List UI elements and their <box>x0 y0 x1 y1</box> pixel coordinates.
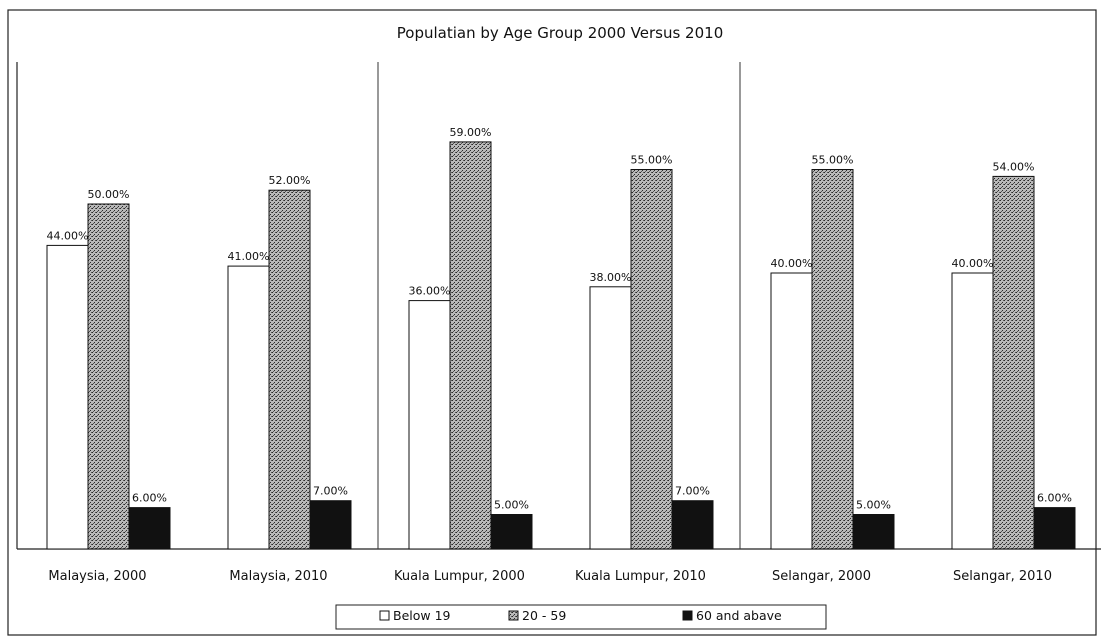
bar-20-59-kuala-lumpur-2000 <box>449 141 492 550</box>
data-label-below-19-kuala-lumpur-2010: 38.00% <box>590 271 632 284</box>
bar-20-59-selangar-2000 <box>811 169 854 550</box>
legend-swatch-below-19 <box>379 610 390 621</box>
data-label-60-and-abave-malaysia-2000: 6.00% <box>132 492 167 505</box>
bar-below-19-malaysia-2000 <box>46 244 89 550</box>
bar-20-59-selangar-2010 <box>992 175 1035 550</box>
data-label-60-and-abave-selangar-2000: 5.00% <box>856 499 891 512</box>
bar-below-19-malaysia-2010 <box>227 265 270 550</box>
bar-60-and-abave-selangar-2010 <box>1033 507 1076 550</box>
data-label-below-19-kuala-lumpur-2000: 36.00% <box>409 285 451 298</box>
data-label-below-19-selangar-2000: 40.00% <box>771 257 813 270</box>
category-label-malaysia-2010: Malaysia, 2010 <box>229 569 327 584</box>
bar-60-and-abave-kuala-lumpur-2000 <box>490 514 533 550</box>
legend-swatch-20-59 <box>508 610 519 621</box>
category-label-selangar-2010: Selangar, 2010 <box>953 569 1052 584</box>
data-label-60-and-abave-kuala-lumpur-2010: 7.00% <box>675 485 710 498</box>
data-label-20-59-malaysia-2010: 52.00% <box>269 174 311 187</box>
data-label-60-and-abave-kuala-lumpur-2000: 5.00% <box>494 499 529 512</box>
data-label-60-and-abave-selangar-2010: 6.00% <box>1037 492 1072 505</box>
category-label-malaysia-2000: Malaysia, 2000 <box>48 569 146 584</box>
legend-box <box>335 604 827 630</box>
data-label-60-and-abave-malaysia-2010: 7.00% <box>313 485 348 498</box>
chart-frame <box>7 9 1097 636</box>
bar-20-59-malaysia-2000 <box>87 203 130 550</box>
legend: Below 19 20 - 59 60 and abave <box>335 604 827 630</box>
data-label-below-19-malaysia-2010: 41.00% <box>228 250 270 263</box>
legend-label-60-above: 60 and abave <box>696 608 782 623</box>
data-label-20-59-selangar-2010: 54.00% <box>993 160 1035 173</box>
legend-label-20-59: 20 - 59 <box>522 608 566 623</box>
category-label-kuala-lumpur-2000: Kuala Lumpur, 2000 <box>394 569 525 584</box>
data-label-20-59-selangar-2000: 55.00% <box>812 154 854 167</box>
category-label-selangar-2000: Selangar, 2000 <box>772 569 871 584</box>
bar-60-and-abave-malaysia-2010 <box>309 500 352 550</box>
legend-label-below-19: Below 19 <box>393 608 451 623</box>
bar-20-59-malaysia-2010 <box>268 189 311 550</box>
data-label-20-59-malaysia-2000: 50.00% <box>88 188 130 201</box>
bar-below-19-selangar-2000 <box>770 272 813 550</box>
bar-60-and-abave-malaysia-2000 <box>128 507 171 550</box>
data-label-20-59-kuala-lumpur-2000: 59.00% <box>450 126 492 139</box>
bar-below-19-kuala-lumpur-2010 <box>589 286 632 550</box>
legend-swatch-60-above <box>682 610 693 621</box>
bar-60-and-abave-kuala-lumpur-2010 <box>671 500 714 550</box>
bar-20-59-kuala-lumpur-2010 <box>630 169 673 550</box>
category-label-kuala-lumpur-2010: Kuala Lumpur, 2010 <box>575 569 706 584</box>
data-label-20-59-kuala-lumpur-2010: 55.00% <box>631 154 673 167</box>
bar-60-and-abave-selangar-2000 <box>852 514 895 550</box>
chart-title: Populatian by Age Group 2000 Versus 2010 <box>397 24 723 42</box>
data-label-below-19-malaysia-2000: 44.00% <box>47 229 89 242</box>
bar-below-19-kuala-lumpur-2000 <box>408 300 451 550</box>
bar-below-19-selangar-2010 <box>951 272 994 550</box>
data-label-below-19-selangar-2010: 40.00% <box>952 257 994 270</box>
